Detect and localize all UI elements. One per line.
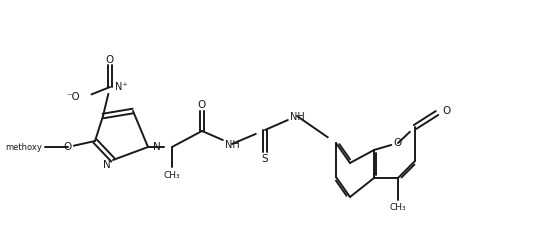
Text: NH: NH — [224, 140, 239, 150]
Text: O: O — [198, 100, 206, 110]
Text: O: O — [442, 106, 450, 116]
Text: CH₃: CH₃ — [389, 204, 406, 212]
Text: N: N — [153, 142, 161, 152]
Text: N⁺: N⁺ — [115, 82, 127, 92]
Text: ⁻O: ⁻O — [66, 92, 80, 102]
Text: methoxy: methoxy — [5, 142, 42, 152]
Text: O: O — [394, 138, 402, 148]
Text: O: O — [64, 142, 72, 152]
Text: CH₃: CH₃ — [163, 170, 180, 179]
Text: NH: NH — [290, 112, 304, 122]
Text: S: S — [261, 154, 268, 164]
Text: O: O — [106, 55, 114, 65]
Text: N: N — [103, 160, 111, 170]
